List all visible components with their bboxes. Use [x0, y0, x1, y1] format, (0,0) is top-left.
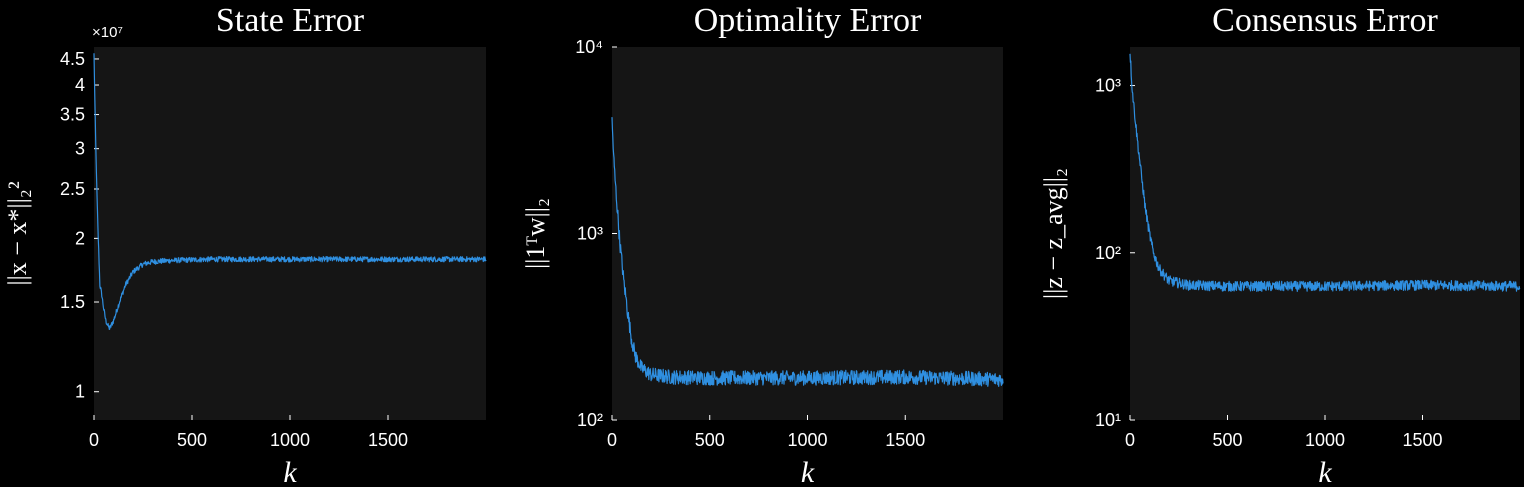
x-axis-label: k: [283, 456, 297, 487]
y-tick-label: 3: [75, 139, 85, 159]
x-tick-label: 500: [1212, 430, 1242, 450]
x-tick-label: 500: [695, 430, 725, 450]
plot-area: [1130, 47, 1520, 420]
y-axis-label: ||x − x*||₂²: [3, 181, 32, 286]
y-tick-label: 4: [75, 75, 85, 95]
x-tick-label: 0: [89, 430, 99, 450]
y-tick-label: 10³: [1095, 76, 1121, 96]
chart-panel-2: Optimality Error k ||1ᵀw||₂ 10² 10³ 10⁴ 0 500 10…: [521, 2, 1004, 487]
x-axis-label: k: [801, 456, 815, 487]
x-tick-label: 1500: [1402, 430, 1442, 450]
x-tick-label: 500: [177, 430, 207, 450]
y-tick-label: 10³: [577, 224, 603, 244]
chart-title: Consensus Error: [1212, 2, 1438, 39]
x-tick-label: 0: [607, 430, 617, 450]
chart-title: State Error: [216, 2, 365, 39]
chart-panel-3: Consensus Error k ||z − z_avg||₂ 10¹ 10² 10³ 0…: [1039, 2, 1521, 487]
x-tick-label: 1000: [270, 430, 310, 450]
x-tick-label: 1500: [885, 430, 925, 450]
y-axis-label: ||z − z_avg||₂: [1039, 168, 1068, 299]
series-line-1: [611, 117, 1004, 387]
y-tick-label: 10⁴: [575, 37, 603, 57]
y-tick-label: 1: [75, 382, 85, 402]
y-tick-label: 10²: [577, 410, 603, 430]
y-axis-label: ||1ᵀw||₂: [521, 198, 550, 269]
x-tick-label: 1000: [1305, 430, 1345, 450]
series-line-1: [1129, 53, 1521, 292]
y-axis-multiplier: ×10⁷: [92, 24, 123, 41]
y-tick-label: 4.5: [60, 49, 85, 69]
y-tick-label: 2.5: [60, 179, 85, 199]
y-tick-label: 3.5: [60, 105, 85, 125]
x-axis-label: k: [1318, 456, 1332, 487]
x-tick-label: 1500: [368, 430, 408, 450]
y-tick-label: 2: [75, 228, 85, 248]
plot-area: [612, 47, 1003, 420]
y-tick-label: 1.5: [60, 292, 85, 312]
x-tick-label: 0: [1125, 430, 1135, 450]
chart-panel-1: State Error k ||x − x*||₂² ×10⁷ 1 1.5 2 2.5 3 3.5…: [3, 2, 487, 487]
plot-area: [94, 47, 486, 420]
series-line-1: [93, 53, 487, 330]
y-tick-label: 10²: [1095, 243, 1121, 263]
y-tick-label: 10¹: [1095, 410, 1121, 430]
x-tick-label: 1000: [787, 430, 827, 450]
chart-title: Optimality Error: [694, 2, 922, 39]
